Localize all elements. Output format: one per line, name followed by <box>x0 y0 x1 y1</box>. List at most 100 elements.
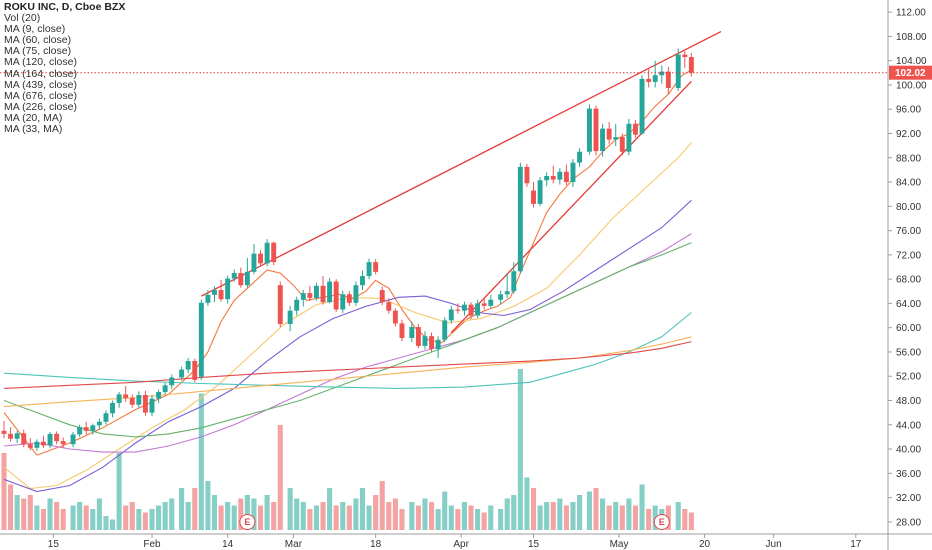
candle-body <box>563 171 569 183</box>
candle-body <box>103 413 109 422</box>
y-tick-label: 36.00 <box>896 469 921 480</box>
legend-item[interactable]: MA (60, close) <box>4 34 72 47</box>
y-tick-label: 88.00 <box>896 153 921 164</box>
candle-body <box>646 78 652 82</box>
volume-bar <box>359 488 366 530</box>
candle-body <box>455 309 461 311</box>
candle-body <box>461 304 467 311</box>
volume-bar <box>442 491 448 530</box>
volume-bar <box>54 502 60 530</box>
candle-body <box>77 427 83 435</box>
legend-item[interactable]: MA (226, close) <box>4 100 77 113</box>
volume-bar <box>399 509 405 530</box>
volume-bar <box>675 502 681 530</box>
volume-bar <box>340 502 346 530</box>
x-tick-label: Jun <box>766 539 782 550</box>
volume-bar <box>277 425 283 530</box>
volume-bar <box>251 498 257 530</box>
candle-body <box>320 285 326 303</box>
candle-body <box>511 271 517 292</box>
volume-bar <box>409 502 415 530</box>
candle-body <box>300 293 306 300</box>
volume-bar <box>218 505 224 530</box>
candle-body <box>287 310 293 325</box>
candle-body <box>577 151 583 163</box>
volume-bar <box>379 481 385 530</box>
trendline-lower <box>450 80 692 333</box>
volume-bar <box>90 509 96 530</box>
candle-body <box>212 290 217 295</box>
candle-body <box>379 290 385 303</box>
volume-bar <box>481 512 487 530</box>
volume-bar <box>422 498 428 530</box>
candle-body <box>34 441 40 448</box>
candle-body <box>586 108 592 152</box>
candle-body <box>652 75 658 82</box>
volume-bar <box>557 498 563 530</box>
legend-item[interactable]: Vol (20) <box>4 12 41 25</box>
volume-bar <box>47 498 53 530</box>
earnings-marker-label: E <box>659 517 665 527</box>
legend-item[interactable]: MA (20, MA) <box>4 111 63 124</box>
candle-body <box>205 294 211 303</box>
volume-bar <box>244 495 250 530</box>
candle-body <box>198 302 204 377</box>
candle-body <box>498 294 504 300</box>
legend-item[interactable]: MA (75, close) <box>4 45 72 58</box>
volume-bar <box>544 502 550 530</box>
candle-body <box>392 310 398 324</box>
volume-bar <box>231 505 237 530</box>
volume-bar <box>205 481 211 530</box>
candle-body <box>346 294 352 303</box>
volume-bar <box>530 488 537 530</box>
candle-body <box>307 293 313 298</box>
candle-body <box>435 339 441 349</box>
y-tick-label: 60.00 <box>896 323 921 334</box>
y-tick-label: 32.00 <box>896 493 921 504</box>
candle-body <box>570 162 576 183</box>
volume-bar <box>40 509 47 530</box>
volume-bar <box>21 498 27 530</box>
earnings-marker-label: E <box>244 517 250 527</box>
volume-bar <box>498 509 504 530</box>
volume-bar <box>517 369 523 530</box>
volume-bar <box>327 488 333 530</box>
candle-body <box>409 327 415 338</box>
y-tick-label: 72.00 <box>896 250 921 261</box>
legend-item[interactable]: MA (439, close) <box>4 78 77 91</box>
volume-bar <box>156 505 162 530</box>
candle-body <box>659 71 665 76</box>
candle-body <box>366 262 372 277</box>
candle-body <box>481 303 487 306</box>
legend-item[interactable]: MA (164, close) <box>4 67 77 80</box>
candle-body <box>60 441 66 445</box>
volume-bar <box>271 502 277 530</box>
volume-bar <box>455 509 461 530</box>
legend-item[interactable]: MA (9, close) <box>4 23 66 36</box>
volume-bar <box>313 505 319 530</box>
candle-body <box>613 137 619 140</box>
volume-bar <box>488 505 494 530</box>
candle-body <box>251 253 257 272</box>
candle-body <box>264 242 270 264</box>
x-tick-label: 17 <box>850 539 862 550</box>
y-tick-label: 96.00 <box>896 105 921 116</box>
volume-bar <box>96 498 102 530</box>
candle-body <box>675 54 681 88</box>
legend-item[interactable]: MA (676, close) <box>4 89 77 102</box>
candle-body <box>83 427 89 431</box>
volume-bar <box>586 491 592 530</box>
y-tick-label: 44.00 <box>896 420 921 431</box>
y-tick-label: 108.00 <box>896 32 927 43</box>
volume-bar <box>307 509 313 530</box>
legend-item[interactable]: MA (33, MA) <box>4 123 63 136</box>
candle-body <box>129 398 135 405</box>
candle-body <box>360 276 365 286</box>
y-tick-label: 40.00 <box>896 445 921 456</box>
legend-item[interactable]: MA (120, close) <box>4 56 77 69</box>
candle-body <box>531 190 536 204</box>
candle-body <box>116 394 122 403</box>
candle-body <box>633 123 638 135</box>
